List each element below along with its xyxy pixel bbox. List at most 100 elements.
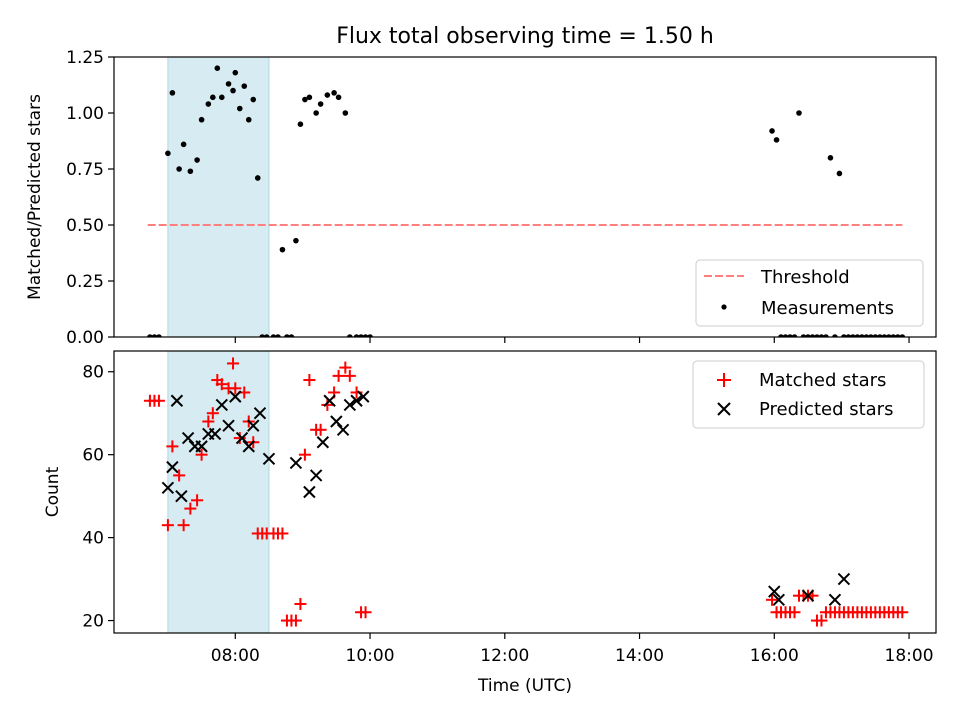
measurement-point — [165, 150, 171, 157]
measurement-point — [353, 334, 360, 337]
bottom-y-axis-label: Count — [43, 466, 63, 517]
matched-stars-point — [343, 369, 356, 382]
top-y-axis: 0.00 0.25 0.50 0.75 1.00 1.25 — [66, 48, 114, 348]
predicted-stars-point — [247, 419, 260, 432]
predicted-stars-point — [170, 394, 184, 407]
measurement-point — [275, 334, 281, 337]
measurement-point — [245, 116, 252, 123]
measurement-point — [818, 334, 825, 337]
measurement-point — [886, 334, 892, 337]
measurement-point — [841, 334, 847, 337]
measurement-point — [302, 96, 308, 103]
matched-stars-point — [314, 423, 327, 436]
measurement-point — [877, 334, 883, 337]
bottom-legend-box — [692, 360, 925, 429]
predicted-stars-point — [222, 419, 235, 432]
bottom-x-axis: 08:00 10:00 12:00 14:00 16:00 18:00 — [211, 633, 934, 666]
measurement-point — [895, 334, 901, 337]
measurement-point — [881, 334, 888, 337]
legend-predicted-swatch — [717, 402, 731, 416]
measurement-point — [151, 334, 158, 337]
measurement-point — [194, 157, 200, 163]
measurement-point — [778, 334, 784, 337]
measurement-point — [342, 110, 349, 116]
measurement-point — [241, 83, 248, 89]
measurement-point — [868, 334, 874, 337]
measurement-point — [180, 141, 187, 148]
measurement-point — [317, 101, 324, 107]
predicted-stars-point — [330, 415, 343, 428]
matched-stars-point — [359, 606, 372, 619]
predicted-stars-point — [289, 456, 303, 470]
x-tick-label: 10:00 — [346, 646, 395, 666]
matched-stars-point — [161, 519, 174, 532]
predicted-stars-point — [316, 436, 330, 449]
predicted-stars-point — [343, 398, 357, 412]
bot-y-tick-label: 40 — [82, 529, 104, 549]
measurement-point — [872, 334, 879, 337]
top-y-tick-label: 0.25 — [66, 272, 104, 292]
predicted-stars-point — [253, 406, 267, 420]
predicted-stars-point — [242, 440, 255, 453]
measurement-point — [854, 334, 861, 337]
matched-stars-point — [303, 374, 316, 387]
measurement-point — [362, 334, 369, 337]
measurement-point — [850, 334, 856, 337]
x-tick-label: 08:00 — [211, 646, 260, 666]
measurement-point — [347, 334, 353, 337]
predicted-stars-point — [357, 390, 370, 403]
x-tick-label: 16:00 — [750, 646, 799, 666]
predicted-stars-point — [837, 572, 851, 586]
matched-stars-point — [276, 527, 289, 540]
matched-stars-point — [184, 502, 197, 515]
measurement-point — [859, 334, 865, 337]
matched-stars-point — [202, 415, 215, 428]
bot-y-tick-label: 20 — [82, 612, 104, 632]
measurement-point — [250, 96, 257, 103]
measurement-point — [270, 334, 277, 337]
measurement-point — [836, 170, 843, 177]
matched-stars-point — [788, 606, 801, 619]
measurement-point — [335, 94, 342, 101]
measurement-point — [787, 334, 793, 337]
matched-stars-point — [815, 614, 828, 627]
chart-title: Flux total observing time = 1.50 h — [336, 24, 714, 49]
top-y-tick-label: 1.25 — [66, 48, 104, 68]
measurement-point — [263, 334, 270, 337]
bottom-y-axis: 20 40 60 80 — [82, 363, 114, 632]
measurement-point — [225, 81, 232, 87]
top-legend-box — [695, 259, 924, 327]
matched-stars-point — [339, 361, 352, 374]
predicted-stars-point — [801, 589, 815, 602]
predicted-stars-point — [772, 593, 785, 607]
predicted-stars-point — [323, 394, 336, 407]
predicted-stars-point — [166, 460, 179, 474]
measurement-point — [324, 92, 331, 98]
measurement-point — [254, 175, 261, 181]
predicted-stars-point — [309, 469, 323, 482]
measurement-point — [147, 334, 153, 337]
top-y-tick-label: 1.00 — [66, 104, 104, 124]
measurement-point — [800, 334, 807, 337]
measurement-point — [773, 137, 780, 143]
bottom-legend: Matched stars Predicted stars — [692, 360, 925, 429]
measurement-point — [284, 334, 290, 337]
measurement-point — [832, 334, 838, 337]
measurement-point — [187, 168, 194, 175]
matched-stars-point — [229, 382, 242, 395]
matched-stars-point — [294, 597, 307, 610]
predicted-stars-point — [336, 423, 350, 437]
measurement-point — [899, 334, 906, 337]
measurement-point — [293, 237, 299, 244]
measurement-point — [210, 94, 216, 101]
measurement-point — [796, 110, 802, 116]
bottom-axes-frame — [113, 350, 937, 634]
measurement-point — [845, 334, 852, 337]
measurement-point — [176, 166, 182, 172]
predicted-stars-point — [215, 398, 229, 412]
predicted-stars-point — [229, 390, 242, 403]
measurement-point — [782, 334, 789, 337]
measurement-point — [288, 334, 295, 337]
x-axis-label: Time (UTC) — [477, 676, 572, 696]
